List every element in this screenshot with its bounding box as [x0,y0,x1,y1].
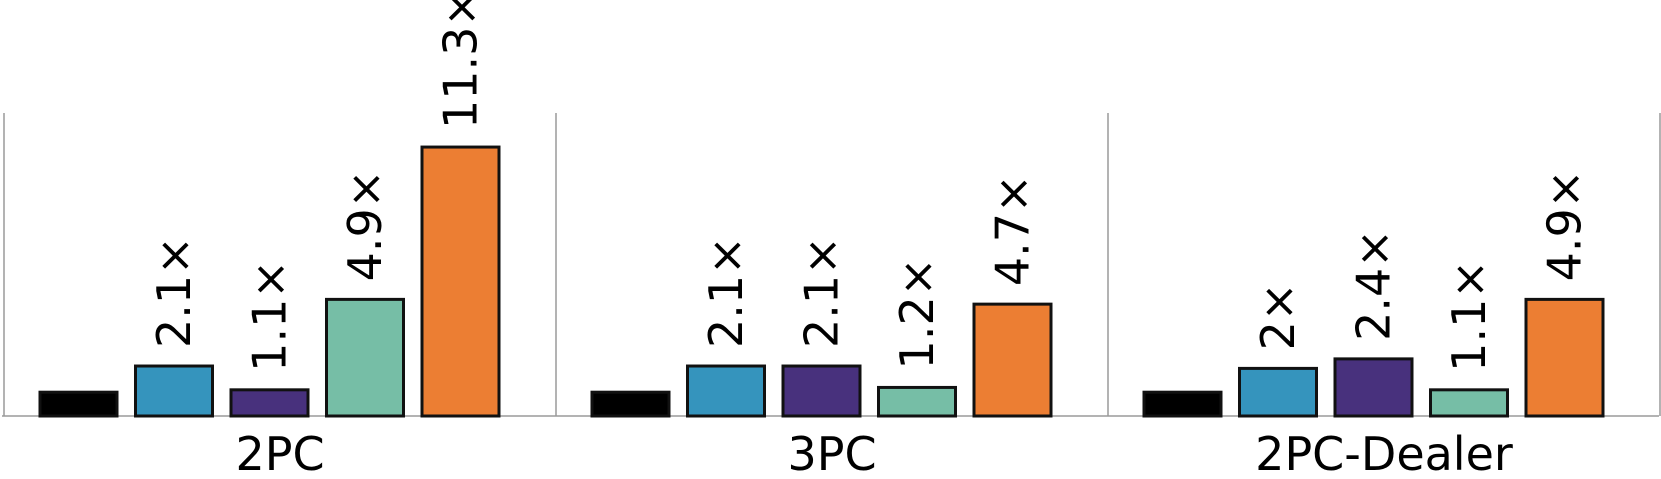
group-label: 3PC [787,427,876,479]
bar-value-label: 2.1× [699,236,753,348]
bar [1333,357,1414,418]
bar [38,390,119,418]
group-label: 2PC [235,427,324,479]
bar [420,145,501,418]
bar [229,388,310,418]
bar-value-label: 1.1× [1442,260,1496,372]
bar-value-label: 4.9× [338,170,392,282]
bar [877,385,957,418]
bar [134,364,214,418]
bar-value-label: 1.1× [243,260,297,372]
bar-value-label: 11.3× [434,0,488,129]
bar [781,364,862,418]
bar-value-label: 2.4× [1347,229,1401,341]
bar-value-label: 2.1× [795,236,849,348]
group-labels: 2PC 3PC 2PC-Dealer [235,427,1512,479]
bar-value-labels: 2.1× 1.1× 4.9× 11.3× 2.1× 2.1× 1.2× 4.7× 2× 2.4× 1… [147,0,1592,372]
bar [325,297,405,418]
bar [686,364,766,418]
bar [1524,297,1605,418]
bar-value-label: 4.7× [986,174,1040,286]
bar [590,390,671,418]
bars [38,145,1605,418]
group-label: 2PC-Dealer [1255,427,1513,479]
bar [1238,366,1318,418]
bar-value-label: 1.2× [890,258,944,370]
bar-value-label: 4.9× [1538,170,1592,282]
bar-value-label: 2.1× [147,236,201,348]
bar-value-label: 2× [1251,283,1305,351]
bar [1429,388,1509,418]
bar [972,302,1053,418]
bar [1142,390,1223,418]
